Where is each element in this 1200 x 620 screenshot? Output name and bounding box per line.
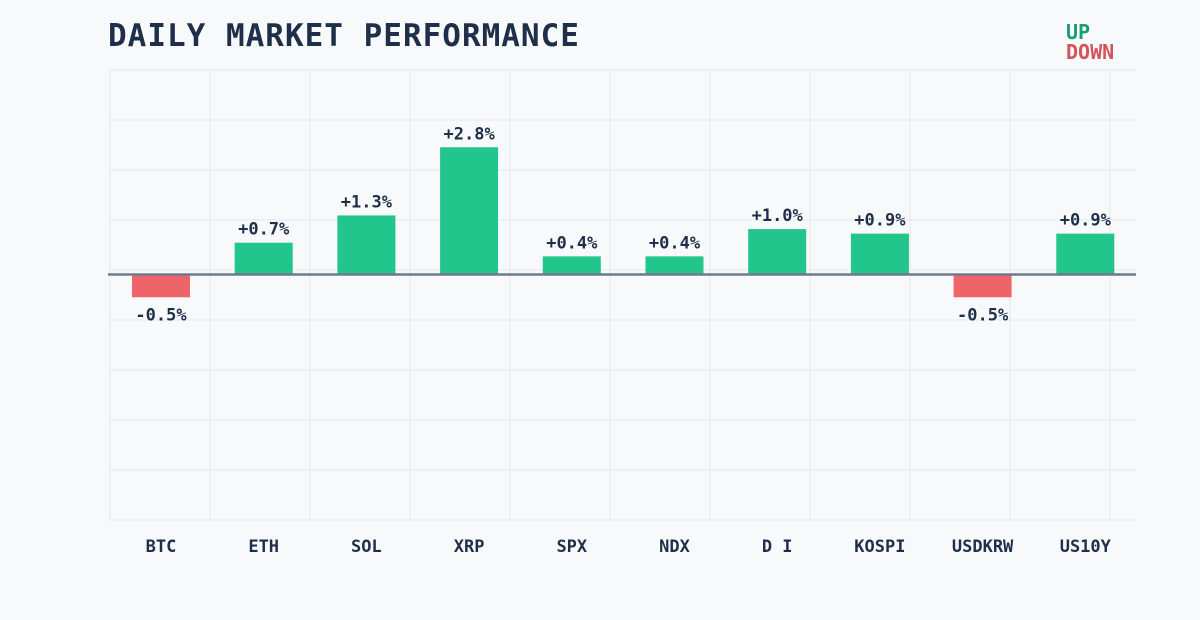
data-label: +0.7% — [238, 220, 290, 240]
data-label: -0.5% — [957, 305, 1009, 325]
data-label: +0.9% — [1060, 211, 1112, 231]
bar-eth — [234, 242, 293, 275]
data-label: +1.0% — [752, 206, 804, 226]
x-tick-label: BTC — [146, 537, 177, 557]
bar-ndx — [645, 256, 704, 275]
bar-kospi — [850, 233, 909, 275]
x-tick-label: KOSPI — [854, 537, 905, 557]
bar-xrp — [440, 147, 499, 275]
chart-title: DAILY MARKET PERFORMANCE — [108, 18, 580, 54]
x-tick-label: USDKRW — [952, 537, 1014, 557]
bar-d-i — [748, 229, 807, 275]
data-label: +1.3% — [341, 192, 393, 212]
data-label: +0.4% — [649, 233, 701, 253]
data-label: +0.4% — [546, 233, 598, 253]
data-label: -0.5% — [135, 305, 187, 325]
legend-down: DOWN — [1066, 40, 1115, 64]
chart-legend: UP DOWN — [1066, 22, 1114, 62]
x-tick-label: SPX — [556, 537, 587, 557]
x-tick-label: D I — [762, 537, 793, 557]
x-tick-label: XRP — [454, 537, 485, 557]
legend-up: UP — [1066, 20, 1091, 44]
bar-sol — [337, 215, 396, 275]
x-tick-label: ETH — [248, 537, 279, 557]
x-tick-label: US10Y — [1060, 537, 1112, 557]
bar-usdkrw — [953, 274, 1012, 298]
data-label: +2.8% — [444, 124, 496, 144]
data-label: +0.9% — [854, 211, 906, 231]
x-tick-label: SOL — [351, 537, 382, 557]
bar-us10y — [1056, 233, 1115, 275]
bar-spx — [542, 256, 601, 275]
x-tick-label: NDX — [659, 537, 690, 557]
bar-btc — [132, 274, 190, 298]
